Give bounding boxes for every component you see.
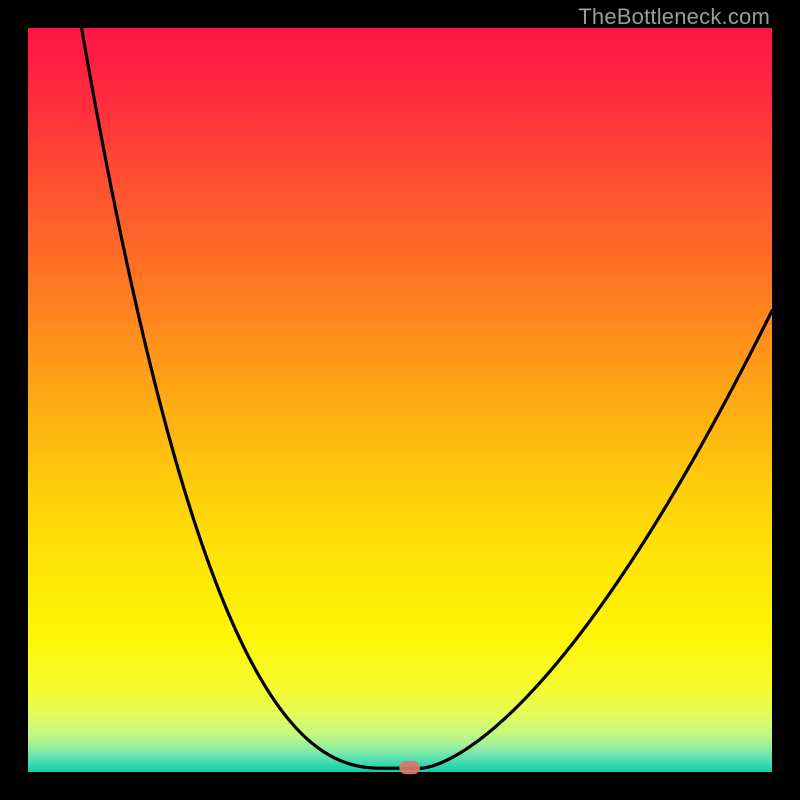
gradient-background — [28, 28, 772, 772]
optimum-marker — [399, 761, 420, 774]
chart-stage: TheBottleneck.com — [0, 0, 800, 800]
bottleneck-chart — [0, 0, 800, 800]
watermark-text: TheBottleneck.com — [578, 4, 770, 30]
